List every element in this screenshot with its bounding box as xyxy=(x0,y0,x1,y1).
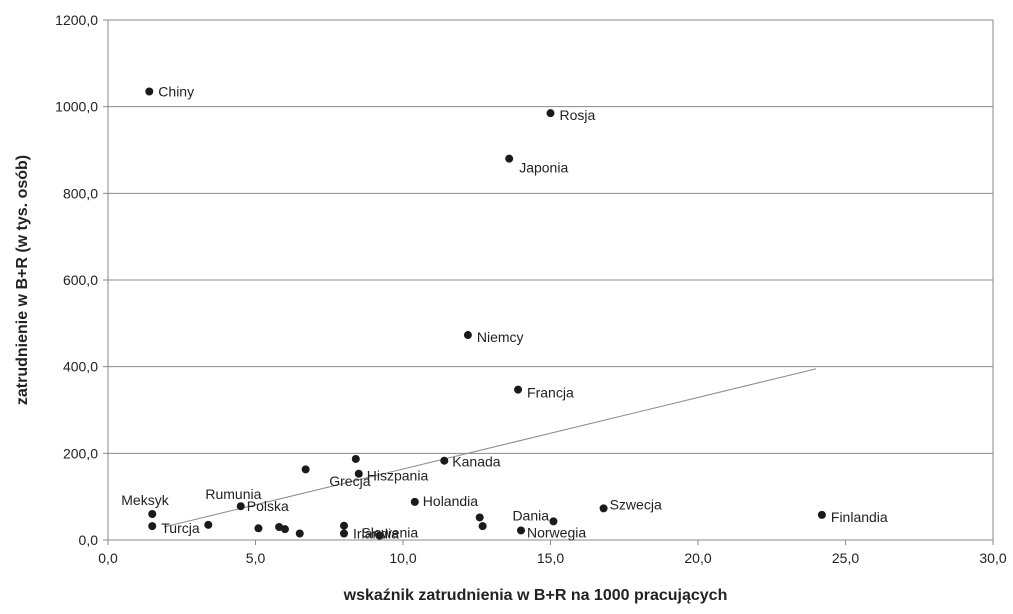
data-point xyxy=(148,522,157,531)
data-point xyxy=(514,385,523,394)
y-tick-label: 600,0 xyxy=(63,272,98,288)
data-point xyxy=(375,531,384,540)
point-labels: Chiny Rosja Japonia Niemcy Francja Kanada Hisz… xyxy=(121,84,888,542)
point-label: Hiszpania xyxy=(367,468,429,484)
point-label: Polska xyxy=(247,498,289,514)
x-axis-title: wskaźnik zatrudnienia w B+R na 1000 prac… xyxy=(343,587,728,604)
point-label: Meksyk xyxy=(121,492,169,508)
point-label: Finlandia xyxy=(831,509,888,525)
x-tick-label: 10,0 xyxy=(389,550,416,566)
data-point xyxy=(351,454,360,463)
point-label: Irlandia xyxy=(353,526,399,542)
y-axis-title: zatrudnienie w B+R (w tys. osób) xyxy=(14,155,31,405)
data-point xyxy=(478,522,487,531)
data-points xyxy=(145,87,826,540)
y-tick-label: 800,0 xyxy=(63,185,98,201)
data-point xyxy=(505,154,514,163)
data-point xyxy=(463,331,472,340)
data-point xyxy=(410,497,419,506)
point-label: Norwegia xyxy=(527,524,586,540)
point-label: Francja xyxy=(527,385,574,401)
y-tick-label: 0,0 xyxy=(79,532,99,548)
data-point xyxy=(295,529,304,538)
x-axis-ticks: 0,0 5,0 10,0 15,0 20,0 25,0 30,0 xyxy=(98,540,1007,566)
y-tick-label: 1000,0 xyxy=(55,99,98,115)
x-tick-label: 20,0 xyxy=(684,550,711,566)
y-tick-label: 400,0 xyxy=(63,359,98,375)
data-point xyxy=(254,524,263,533)
x-tick-label: 30,0 xyxy=(979,550,1006,566)
data-point xyxy=(236,502,245,511)
point-label: Kanada xyxy=(452,454,500,470)
x-tick-label: 0,0 xyxy=(98,550,118,566)
point-label: Szwecja xyxy=(610,496,662,512)
data-point xyxy=(546,109,555,118)
data-point xyxy=(301,465,310,474)
point-label: Holandia xyxy=(423,493,478,509)
point-label: Niemcy xyxy=(477,329,524,345)
x-tick-label: 15,0 xyxy=(537,550,564,566)
y-tick-label: 200,0 xyxy=(63,445,98,461)
data-point xyxy=(340,521,348,530)
point-label: Chiny xyxy=(158,84,194,100)
trend-line xyxy=(163,368,817,528)
data-point xyxy=(517,526,525,535)
data-point xyxy=(145,87,154,96)
data-point xyxy=(275,523,284,531)
data-point xyxy=(148,510,157,518)
y-axis-ticks: 0,0 200,0 400,0 600,0 800,0 1000,0 1200,0 xyxy=(55,12,108,548)
point-label: Grecja xyxy=(329,473,370,489)
data-point xyxy=(340,529,348,538)
gridlines xyxy=(108,19,993,541)
data-point xyxy=(599,504,608,513)
point-label: Słowenia xyxy=(361,525,418,541)
data-point xyxy=(440,456,449,465)
x-tick-label: 5,0 xyxy=(246,550,266,566)
point-label: Dania xyxy=(512,507,549,523)
x-tick-label: 25,0 xyxy=(832,550,859,566)
data-point xyxy=(204,520,213,529)
data-point xyxy=(354,469,363,478)
y-tick-label: 1200,0 xyxy=(55,12,98,28)
point-label: Turcja xyxy=(161,520,200,536)
data-point xyxy=(475,513,484,522)
data-point xyxy=(817,510,826,519)
point-label: Rumunia xyxy=(205,486,261,502)
data-point xyxy=(549,517,558,526)
point-label: Rosja xyxy=(560,107,596,123)
point-label: Japonia xyxy=(519,160,568,176)
